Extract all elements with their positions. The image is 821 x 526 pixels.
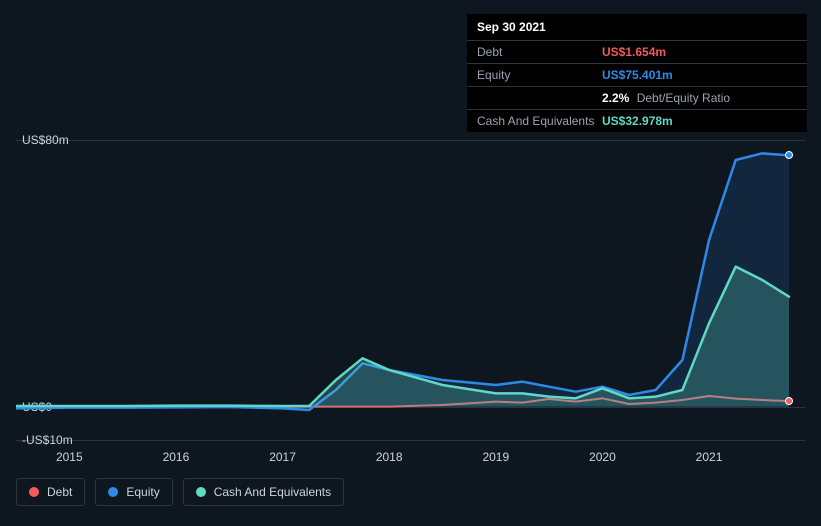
tooltip-row-label: Equity — [477, 68, 602, 82]
chart-tooltip: Sep 30 2021 DebtUS$1.654mEquityUS$75.401… — [467, 14, 807, 132]
financial-chart: Sep 30 2021 DebtUS$1.654mEquityUS$75.401… — [0, 0, 821, 526]
legend-swatch — [196, 487, 206, 497]
tooltip-row-label: Debt — [477, 45, 602, 59]
legend-label: Debt — [47, 485, 72, 499]
x-axis-label: 2020 — [589, 450, 616, 464]
chart-plot — [16, 140, 805, 440]
x-axis-label: 2021 — [696, 450, 723, 464]
x-axis-label: 2016 — [163, 450, 190, 464]
tooltip-row-value: US$75.401m — [602, 68, 797, 82]
tooltip-row: EquityUS$75.401m — [467, 64, 807, 87]
tooltip-row-value: US$1.654m — [602, 45, 797, 59]
series-line-equity — [16, 153, 789, 410]
gridline — [16, 440, 805, 441]
legend-item-equity[interactable]: Equity — [95, 478, 172, 506]
legend-item-debt[interactable]: Debt — [16, 478, 85, 506]
x-axis-label: 2019 — [482, 450, 509, 464]
end-marker-debt — [785, 397, 793, 405]
end-marker-equity — [785, 151, 793, 159]
legend-swatch — [108, 487, 118, 497]
tooltip-row: Cash And EquivalentsUS$32.978m — [467, 110, 807, 132]
x-axis-label: 2015 — [56, 450, 83, 464]
tooltip-row-value: US$32.978m — [602, 114, 797, 128]
chart-legend: Debt Equity Cash And Equivalents — [16, 478, 344, 506]
x-axis-label: 2018 — [376, 450, 403, 464]
legend-label: Equity — [126, 485, 159, 499]
tooltip-row-value: 2.2% Debt/Equity Ratio — [602, 91, 797, 105]
x-axis-label: 2017 — [269, 450, 296, 464]
tooltip-row-label — [477, 91, 602, 105]
legend-label: Cash And Equivalents — [214, 485, 331, 499]
tooltip-row: 2.2% Debt/Equity Ratio — [467, 87, 807, 110]
tooltip-date: Sep 30 2021 — [467, 14, 807, 41]
legend-item-cash-and-equivalents[interactable]: Cash And Equivalents — [183, 478, 344, 506]
tooltip-row: DebtUS$1.654m — [467, 41, 807, 64]
legend-swatch — [29, 487, 39, 497]
tooltip-row-label: Cash And Equivalents — [477, 114, 602, 128]
